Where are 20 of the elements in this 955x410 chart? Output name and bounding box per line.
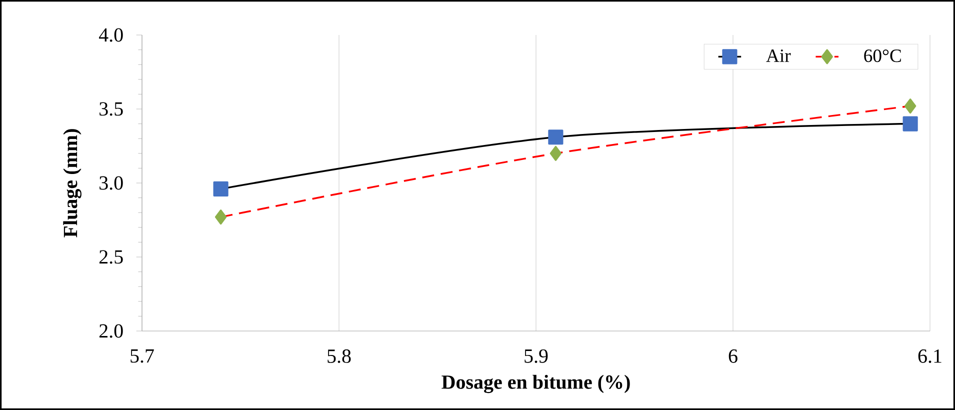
y-tick-label: 2.5: [99, 250, 123, 264]
x-tick-label: 5.7: [130, 349, 154, 363]
y-tick-label: 3.0: [100, 176, 123, 190]
legend-label: 60°C: [864, 49, 901, 62]
point: [214, 210, 227, 225]
point: [550, 146, 562, 161]
x-tick-label: 5.9: [524, 349, 548, 363]
x-tick-label: 5.8: [328, 349, 351, 363]
x-tick-label: 6: [728, 349, 738, 363]
point: [902, 116, 918, 132]
y-axis-title: Fluage (mm): [63, 129, 82, 238]
y-tick-label: 4.0: [98, 28, 123, 42]
x-axis-title: Dosage en bitume (%): [442, 374, 630, 394]
point: [548, 130, 564, 145]
y-tick-label: 2.0: [99, 324, 123, 338]
y-tick-label: 3.5: [100, 102, 123, 116]
point: [213, 181, 228, 196]
legend-label: Air: [766, 50, 791, 62]
point: [904, 98, 916, 114]
x-tick-label: 6.1: [918, 349, 942, 363]
